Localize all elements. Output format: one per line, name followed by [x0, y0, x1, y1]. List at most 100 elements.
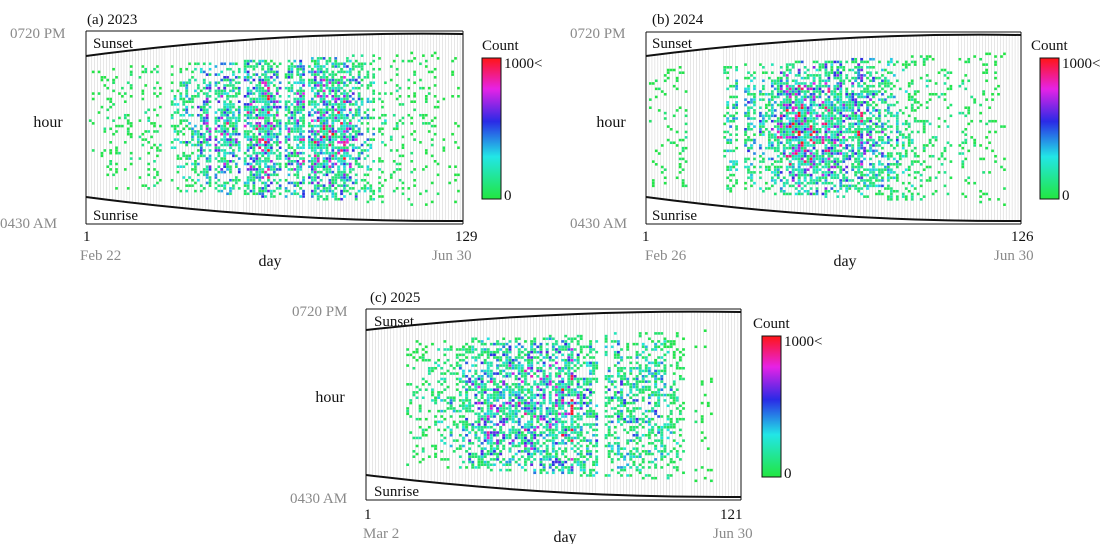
heatmap-cell [1000, 125, 1003, 128]
heatmap-cell [398, 178, 402, 182]
heatmap-cell [726, 66, 730, 69]
heatmap-cell [776, 149, 780, 153]
heatmap-cell [325, 62, 329, 66]
heatmap-cell [493, 356, 496, 359]
heatmap-cell [366, 116, 370, 120]
heatmap-cell [836, 74, 840, 77]
heatmap-cell [851, 101, 855, 104]
heatmap-cell [185, 154, 188, 158]
heatmap-cell [188, 78, 191, 82]
heatmap-cell [261, 92, 264, 95]
heatmap-cell [261, 105, 264, 109]
heatmap-cell [258, 76, 262, 79]
heatmap-cell [316, 165, 320, 168]
heatmap-cell [907, 114, 911, 118]
heatmap-cell [351, 113, 355, 117]
heatmap-cell [468, 460, 472, 464]
heatmap-cell [839, 117, 843, 120]
heatmap-cell [267, 119, 270, 122]
heatmap-cell [815, 84, 819, 88]
heatmap-cell [797, 87, 801, 91]
heatmap-cell [258, 100, 262, 103]
heatmap-cell [916, 106, 920, 109]
heatmap-cell [357, 76, 361, 79]
heatmap-cell [410, 51, 414, 55]
heatmap-cell [839, 133, 843, 136]
heatmap-cell [246, 95, 250, 98]
heatmap-cell [893, 95, 896, 99]
heatmap-cell [878, 82, 881, 85]
day-column [237, 33, 242, 222]
heatmap-cell [872, 95, 875, 99]
heatmap-cell [273, 105, 276, 109]
heatmap-cell [773, 149, 777, 153]
heatmap-cell [806, 90, 810, 93]
heatmap-cell [126, 130, 130, 133]
heatmap-cell [296, 143, 300, 147]
heatmap-cell [299, 73, 302, 76]
heatmap-cell [205, 176, 209, 179]
heatmap-cell [270, 97, 273, 101]
heatmap-cell [270, 168, 273, 171]
heatmap-cell [872, 106, 875, 109]
heatmap-cell [258, 97, 262, 101]
heatmap-cell [833, 157, 837, 161]
heatmap-cell [869, 176, 872, 180]
heatmap-cell [176, 130, 180, 133]
heatmap-cell [860, 160, 863, 163]
heatmap-cell [827, 103, 831, 107]
heatmap-cell [794, 111, 798, 115]
heatmap-cell [372, 189, 376, 193]
heatmap-cell [156, 146, 159, 150]
heatmap-cell [202, 119, 206, 122]
heatmap-cell [235, 95, 238, 98]
heatmap-cell [202, 122, 206, 125]
heatmap-cell [346, 84, 349, 87]
heatmap-cell [735, 103, 738, 107]
day-column [455, 311, 460, 498]
x-end-tick: 126 [1011, 229, 1034, 245]
heatmap-cell [208, 62, 212, 66]
heatmap-cell [452, 366, 456, 370]
heatmap-cell [147, 130, 150, 133]
heatmap-cell [299, 100, 302, 103]
heatmap-cell [863, 157, 866, 161]
heatmap-cell [771, 95, 774, 99]
heatmap-cell [845, 117, 849, 120]
heatmap-cell [372, 100, 376, 103]
heatmap-cell [351, 135, 355, 139]
heatmap-cell [185, 108, 188, 112]
heatmap-cell [199, 143, 203, 147]
day-column [240, 33, 245, 222]
heatmap-cell [302, 103, 305, 106]
heatmap-cell [474, 369, 478, 373]
heatmap-cell [477, 407, 481, 410]
heatmap-cell [443, 458, 447, 461]
heatmap-cell [759, 133, 762, 136]
heatmap-cell [759, 111, 762, 115]
heatmap-cell [302, 84, 305, 87]
heatmap-cell [337, 141, 340, 144]
heatmap-cell [346, 97, 349, 101]
heatmap-cell [666, 68, 670, 72]
heatmap-cell [343, 132, 346, 136]
heatmap-cell [343, 97, 346, 101]
heatmap-cell [863, 111, 866, 115]
heatmap-cell [313, 111, 317, 114]
heatmap-cell [916, 130, 920, 134]
heatmap-cell [343, 135, 346, 139]
heatmap-cell [869, 71, 872, 74]
heatmap-cell [982, 71, 985, 74]
heatmap-cell [483, 415, 487, 418]
heatmap-cell [875, 176, 878, 180]
heatmap-cell [803, 179, 807, 182]
heatmap-cell [153, 130, 156, 133]
heatmap-cell [878, 184, 881, 188]
heatmap-cell [800, 149, 804, 153]
heatmap-cell [208, 89, 212, 93]
heatmap-cell [313, 146, 317, 150]
heatmap-cell [156, 149, 159, 152]
heatmap-cell [232, 138, 235, 141]
heatmap-cell [809, 109, 813, 112]
heatmap-cell [293, 100, 297, 103]
